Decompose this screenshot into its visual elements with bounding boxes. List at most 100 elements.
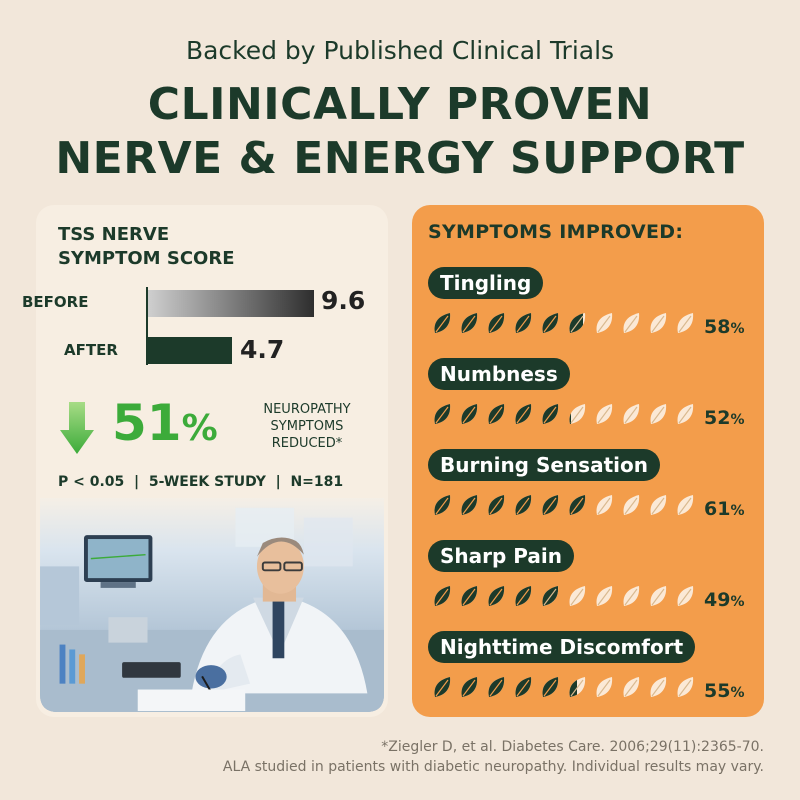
leaf-icon bbox=[677, 586, 694, 606]
leaf-icon bbox=[596, 313, 613, 333]
leaf-icon bbox=[434, 404, 451, 424]
leaf-icon bbox=[569, 495, 586, 515]
after-label: AFTER bbox=[64, 341, 118, 359]
leaf-icon bbox=[542, 586, 559, 606]
leaf-icon bbox=[461, 404, 478, 424]
leaf-icon bbox=[515, 495, 532, 515]
headline: CLINICALLY PROVEN NERVE & ENERGY SUPPORT bbox=[0, 78, 800, 186]
leaf-icon bbox=[488, 677, 505, 697]
leaf-icon bbox=[623, 404, 640, 424]
leaf-icon bbox=[461, 586, 478, 606]
leaf-icon bbox=[650, 313, 667, 333]
reduction-percent: 51% bbox=[112, 394, 218, 452]
leaf-icon bbox=[488, 404, 505, 424]
symptom-percent: 61% bbox=[704, 498, 744, 520]
leaf-icon bbox=[623, 495, 640, 515]
reduction-symbol: % bbox=[181, 408, 218, 449]
leaf-icon bbox=[434, 677, 451, 697]
leaf-rating-row bbox=[432, 312, 694, 338]
symptom-percent: 58% bbox=[704, 316, 744, 338]
headline-line-1: CLINICALLY PROVEN bbox=[147, 79, 653, 130]
reduction-note-line-2: SYMPTOMS bbox=[270, 419, 344, 434]
symptom-percent-value: 49 bbox=[704, 589, 731, 611]
leaf-icon bbox=[542, 677, 559, 697]
leaf-icon bbox=[596, 677, 613, 697]
leaf-icon bbox=[515, 404, 532, 424]
score-card-title: TSS NERVE SYMPTOM SCORE bbox=[58, 223, 235, 271]
symptom-percent-symbol: % bbox=[730, 685, 745, 701]
leaf-icon bbox=[623, 313, 640, 333]
symptom-percent-symbol: % bbox=[730, 321, 745, 337]
symptom-label: Burning Sensation bbox=[428, 449, 660, 481]
footnote-line-1: *Ziegler D, et al. Diabetes Care. 2006;2… bbox=[381, 739, 764, 755]
leaf-icon bbox=[596, 586, 613, 606]
leaf-icon bbox=[461, 495, 478, 515]
reduction-note-line-3: REDUCED* bbox=[271, 436, 343, 451]
leaf-icon bbox=[677, 404, 694, 424]
symptom-percent: 52% bbox=[704, 407, 744, 429]
study-stats: P < 0.05 | 5-WEEK STUDY | N=181 bbox=[58, 474, 344, 490]
before-value: 9.6 bbox=[321, 286, 366, 315]
leaf-icon bbox=[569, 404, 586, 424]
lab-photo bbox=[40, 498, 384, 712]
leaf-icon bbox=[461, 677, 478, 697]
score-card-title-line-1: TSS NERVE bbox=[58, 224, 170, 245]
reduction-value: 51 bbox=[112, 394, 182, 452]
leaf-icon bbox=[569, 313, 586, 333]
reduction-note: NEUROPATHY SYMPTOMS REDUCED* bbox=[232, 401, 382, 452]
reduction-note-line-1: NEUROPATHY bbox=[263, 402, 351, 417]
leaf-icon bbox=[488, 495, 505, 515]
leaf-icon bbox=[677, 495, 694, 515]
leaf-icon bbox=[434, 313, 451, 333]
score-card-title-line-2: SYMPTOM SCORE bbox=[58, 248, 235, 269]
leaf-icon bbox=[677, 677, 694, 697]
leaf-icon bbox=[596, 404, 613, 424]
leaf-icon bbox=[677, 313, 694, 333]
symptom-percent-symbol: % bbox=[730, 594, 745, 610]
leaf-icon bbox=[515, 586, 532, 606]
leaf-icon bbox=[596, 495, 613, 515]
footnote-line-2: ALA studied in patients with diabetic ne… bbox=[222, 759, 764, 775]
bar-axis bbox=[146, 287, 148, 365]
leaf-icon bbox=[650, 404, 667, 424]
leaf-icon bbox=[623, 586, 640, 606]
leaf-icon bbox=[434, 495, 451, 515]
symptom-percent-symbol: % bbox=[730, 503, 745, 519]
symptom-percent-value: 52 bbox=[704, 407, 731, 429]
headline-line-2: NERVE & ENERGY SUPPORT bbox=[55, 133, 745, 184]
symptom-percent: 49% bbox=[704, 589, 744, 611]
symptom-percent: 55% bbox=[704, 680, 744, 702]
subtitle: Backed by Published Clinical Trials bbox=[185, 36, 615, 65]
symptom-label: Sharp Pain bbox=[428, 540, 574, 572]
symptoms-title: SYMPTOMS IMPROVED: bbox=[428, 221, 684, 243]
leaf-icon bbox=[569, 586, 586, 606]
leaf-rating-row bbox=[432, 494, 694, 520]
leaf-icon bbox=[650, 586, 667, 606]
leaf-icon bbox=[515, 313, 532, 333]
symptom-percent-symbol: % bbox=[730, 412, 745, 428]
leaf-icon bbox=[434, 586, 451, 606]
symptom-label: Nighttime Discomfort bbox=[428, 631, 696, 663]
after-value: 4.7 bbox=[240, 335, 285, 364]
leaf-icon bbox=[650, 677, 667, 697]
leaf-icon bbox=[461, 313, 478, 333]
leaf-icon bbox=[542, 313, 559, 333]
before-bar bbox=[148, 290, 314, 317]
leaf-icon bbox=[569, 677, 586, 697]
symptom-percent-value: 55 bbox=[704, 680, 731, 702]
symptom-label: Numbness bbox=[428, 358, 570, 390]
symptom-percent-value: 58 bbox=[704, 316, 731, 338]
after-bar bbox=[148, 337, 232, 364]
leaf-icon bbox=[515, 677, 532, 697]
leaf-icon bbox=[488, 586, 505, 606]
leaf-icon bbox=[542, 495, 559, 515]
leaf-rating-row bbox=[432, 403, 694, 429]
leaf-rating-row bbox=[432, 585, 694, 611]
symptom-label: Tingling bbox=[428, 267, 544, 299]
leaf-icon bbox=[488, 313, 505, 333]
before-label: BEFORE bbox=[22, 293, 89, 311]
footnote: *Ziegler D, et al. Diabetes Care. 2006;2… bbox=[223, 737, 764, 777]
leaf-icon bbox=[650, 495, 667, 515]
down-arrow-icon bbox=[60, 402, 94, 454]
leaf-icon bbox=[623, 677, 640, 697]
